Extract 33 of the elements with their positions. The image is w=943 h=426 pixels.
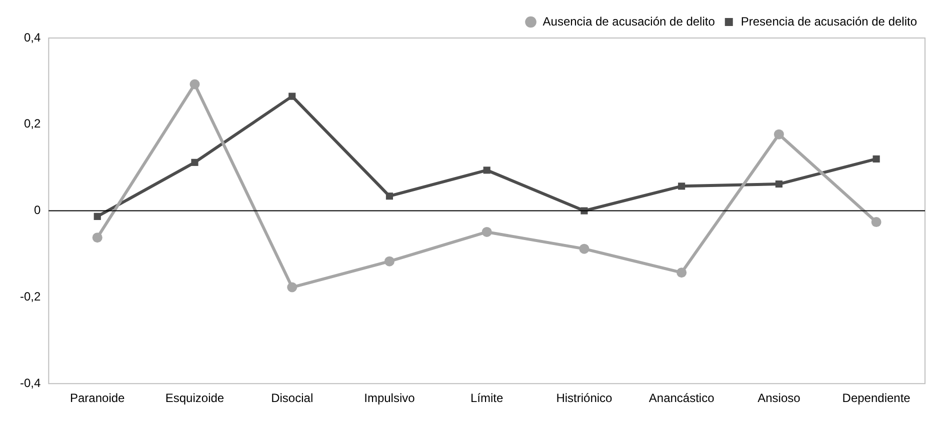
point (676, 268, 687, 278)
legend-label: Presencia de acusación de delito (740, 14, 918, 28)
point (288, 92, 296, 100)
point (775, 180, 782, 188)
point (483, 166, 490, 174)
point (287, 282, 298, 292)
point (678, 182, 686, 190)
x-tick-label: Dependiente (842, 391, 911, 406)
y-tick-label: 0,4 (24, 30, 41, 44)
point (774, 129, 784, 140)
point (386, 192, 394, 200)
point (94, 212, 101, 220)
point (579, 244, 590, 254)
y-tick-label: -0,4 (20, 376, 41, 390)
x-tick-label: Impulsivo (364, 391, 416, 406)
legend-label: Ausencia de acusación de delito (542, 14, 716, 28)
point (872, 155, 880, 162)
point (482, 226, 492, 237)
y-tick-label: -0,2 (20, 290, 41, 304)
y-tick-label: 0,2 (24, 116, 41, 131)
x-tick-label: Paranoide (70, 391, 126, 406)
x-tick-label: Anancástico (648, 391, 715, 406)
x-tick-label: Disocial (271, 391, 314, 406)
x-tick-label: Esquizoide (165, 391, 224, 406)
x-tick-label: Límite (470, 391, 504, 406)
y-tick-label: 0 (34, 203, 41, 218)
point (871, 217, 882, 228)
point (190, 79, 200, 90)
point (92, 232, 102, 243)
point (384, 256, 394, 266)
x-tick-label: Ansioso (758, 391, 801, 406)
x-tick-label: Histriónico (556, 391, 613, 406)
point (191, 158, 198, 166)
